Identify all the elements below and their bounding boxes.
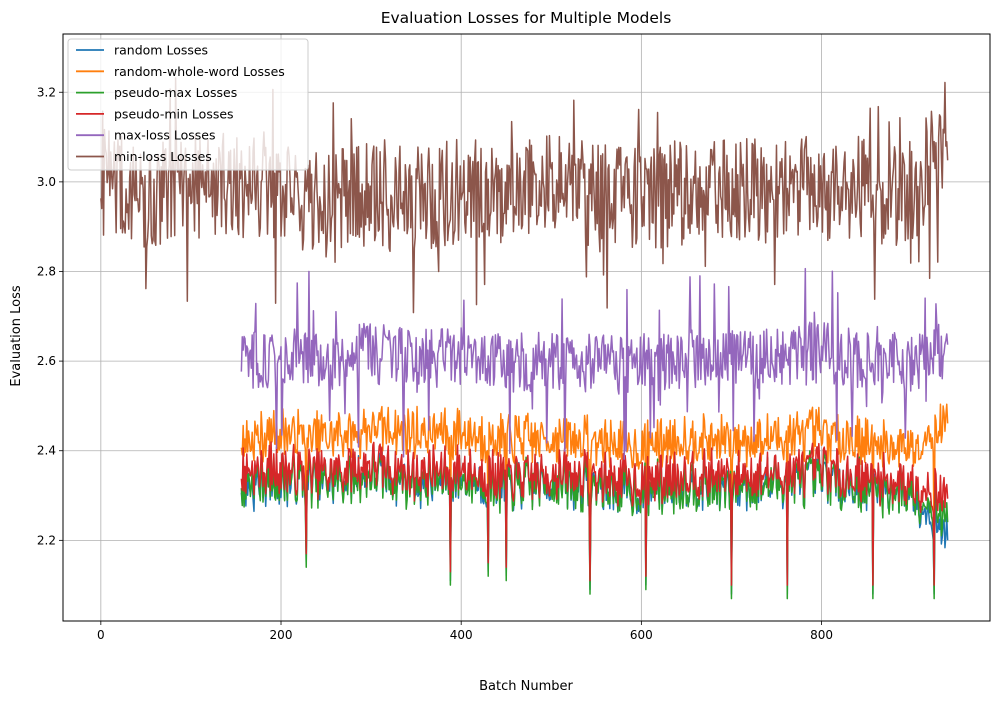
y-axis-label: Evaluation Loss bbox=[9, 285, 24, 386]
series-line bbox=[100, 77, 949, 314]
x-tick-label: 800 bbox=[810, 628, 833, 642]
legend-box bbox=[67, 38, 309, 171]
plot-frame bbox=[62, 33, 991, 622]
legend-label: pseudo-min Losses bbox=[114, 106, 234, 121]
x-axis-ticks: 0 200 400 600 800 bbox=[97, 621, 833, 642]
y-tick-label: 3.0 bbox=[37, 175, 56, 189]
y-tick-label: 2.8 bbox=[37, 264, 56, 278]
legend-label: pseudo-max Losses bbox=[114, 85, 237, 100]
legend: random Losses random-whole-word Losses pse… bbox=[67, 38, 309, 171]
x-tick-label: 400 bbox=[450, 628, 473, 642]
series-layer bbox=[100, 77, 949, 600]
legend-label: min-loss Losses bbox=[114, 149, 212, 164]
y-axis-ticks: 2.2 2.4 2.6 2.8 3.0 3.2 bbox=[37, 85, 63, 547]
series-line bbox=[240, 441, 949, 586]
x-axis-label: Batch Number bbox=[479, 679, 573, 694]
y-tick-label: 2.6 bbox=[37, 354, 56, 368]
x-tick-label: 0 bbox=[97, 628, 105, 642]
x-tick-label: 200 bbox=[270, 628, 293, 642]
y-tick-label: 2.4 bbox=[37, 444, 56, 458]
legend-label: max-loss Losses bbox=[114, 128, 215, 143]
series-line bbox=[240, 267, 949, 460]
y-tick-label: 3.2 bbox=[37, 85, 56, 99]
chart-title: Evaluation Losses for Multiple Models bbox=[381, 9, 672, 27]
legend-label: random-whole-word Losses bbox=[114, 64, 285, 79]
y-tick-label: 2.2 bbox=[37, 533, 56, 547]
x-tick-label: 600 bbox=[630, 628, 653, 642]
legend-label: random Losses bbox=[114, 43, 208, 58]
